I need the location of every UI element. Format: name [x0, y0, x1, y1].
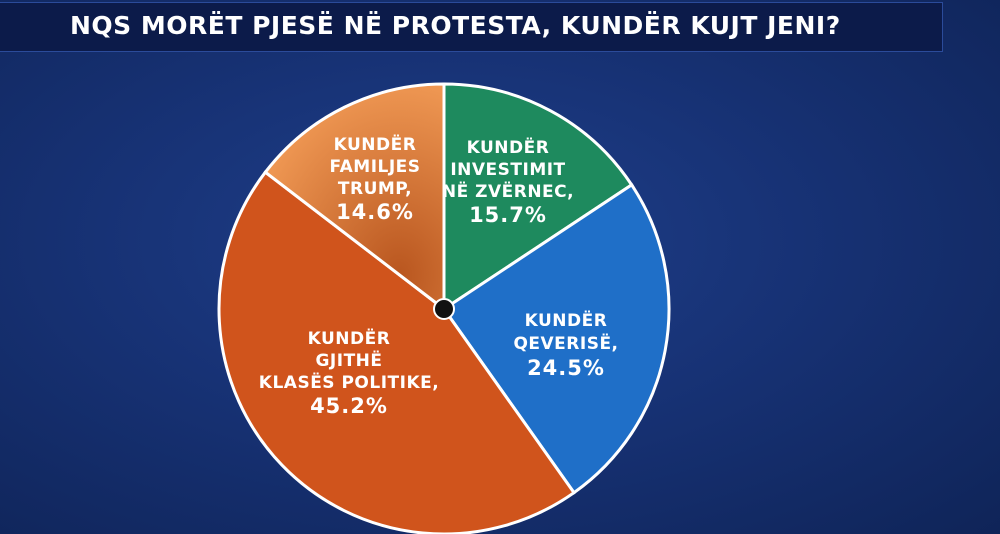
slice-label-line: TRUMP, — [338, 179, 412, 199]
slice-label-line: KUNDËR — [467, 136, 550, 158]
slice-label-line: GJITHË — [315, 349, 382, 371]
chart-title: NQS MORËT PJESË NË PROTESTA, KUNDËR KUJT… — [70, 11, 841, 40]
slice-familjes-trump — [263, 82, 446, 313]
title-bar: NQS MORËT PJESË NË PROTESTA, KUNDËR KUJT… — [0, 2, 943, 52]
slice-qeverise-label: KUNDËR QEVERISË, 24.5% — [513, 309, 618, 380]
slice-investimit — [442, 82, 634, 312]
slice-label-line: KUNDËR — [308, 327, 391, 349]
slice-qeverise — [441, 182, 671, 495]
slice-percent: 45.2% — [310, 394, 388, 418]
slice-label-line: KUNDËR — [334, 133, 417, 155]
pie-center-dot — [433, 298, 455, 320]
slice-percent: 14.6% — [336, 200, 414, 224]
slice-label-line: FAMILJES — [329, 157, 420, 177]
slice-investimit-label: KUNDËR INVESTIMIT NË ZVËRNEC, 15.7% — [442, 136, 574, 227]
slice-label-line: KLASËS POLITIKE, — [259, 371, 439, 393]
slice-label-line: QEVERISË, — [513, 332, 618, 354]
slice-klases-politike — [217, 170, 577, 534]
slice-percent: 24.5% — [527, 356, 605, 380]
slice-familjes-trump-label: KUNDËR FAMILJES TRUMP, 14.6% — [329, 133, 420, 224]
slice-label-line: INVESTIMIT — [450, 160, 565, 180]
slice-percent: 15.7% — [469, 203, 547, 227]
slice-label-line: NË ZVËRNEC, — [442, 180, 574, 202]
slice-label-line: KUNDËR — [525, 309, 608, 331]
slice-klases-politike-label: KUNDËR GJITHË KLASËS POLITIKE, 45.2% — [259, 327, 439, 418]
